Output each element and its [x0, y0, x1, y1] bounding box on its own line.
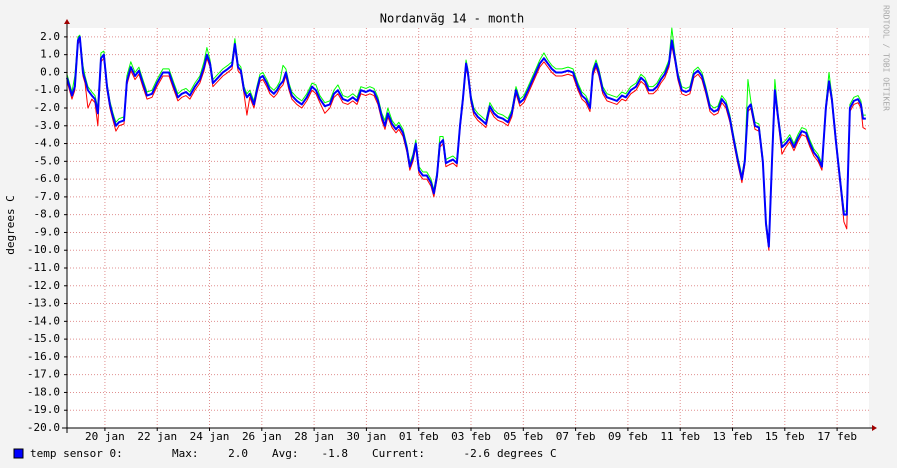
y-tick-label: -9.0 — [34, 225, 61, 238]
watermark: RRDTOOL / TOBI OETIKER — [882, 5, 891, 111]
y-tick-label: -2.0 — [34, 101, 61, 114]
y-tick-label: -12.0 — [27, 279, 60, 292]
x-tick-label: 30 jan — [347, 430, 387, 443]
y-tick-label: 0.0 — [40, 65, 60, 78]
axes — [62, 19, 877, 433]
x-tick-label: 20 jan — [85, 430, 125, 443]
x-axis-arrow — [872, 425, 877, 431]
x-tick-label: 07 feb — [556, 430, 596, 443]
y-tick-label: -1.0 — [34, 83, 61, 96]
legend-stat-name: Current: — [372, 447, 425, 460]
x-tick-label: 01 feb — [399, 430, 439, 443]
legend-label: temp sensor 0: — [30, 447, 123, 460]
x-tick-label: 05 feb — [503, 430, 543, 443]
legend-unit: degrees C — [497, 447, 557, 460]
y-tick-label: 1.0 — [40, 48, 60, 61]
chart-title: Nordanväg 14 - month — [380, 12, 525, 26]
y-axis-label: degrees C — [4, 195, 17, 255]
y-tick-label: -13.0 — [27, 297, 60, 310]
y-tick-label: -7.0 — [34, 190, 61, 203]
y-tick-label: -20.0 — [27, 421, 60, 434]
y-tick-label: -5.0 — [34, 154, 61, 167]
y-tick-label: -8.0 — [34, 208, 61, 221]
y-tick-label: -10.0 — [27, 243, 60, 256]
x-tick-label: 22 jan — [137, 430, 177, 443]
y-tick-label: -19.0 — [27, 403, 60, 416]
y-tick-label: -6.0 — [34, 172, 61, 185]
x-tick-label: 15 feb — [765, 430, 805, 443]
x-tick-label: 11 feb — [660, 430, 700, 443]
y-tick-label: -15.0 — [27, 332, 60, 345]
lines — [66, 27, 867, 251]
y-tick-label: 2.0 — [40, 30, 60, 43]
y-tick-label: -11.0 — [27, 261, 60, 274]
x-tick-label: 28 jan — [294, 430, 334, 443]
legend-stat-name: Avg: — [272, 447, 299, 460]
y-tick-label: -4.0 — [34, 137, 61, 150]
series-line — [66, 35, 866, 248]
y-axis-arrow — [64, 19, 70, 24]
legend-stat-value: -1.8 — [322, 447, 349, 460]
x-tick-label: 26 jan — [242, 430, 282, 443]
x-tick-label: 09 feb — [608, 430, 648, 443]
legend-stat-value: -2.6 — [464, 447, 491, 460]
x-tick-label: 17 feb — [817, 430, 857, 443]
y-tick-label: -18.0 — [27, 385, 60, 398]
legend: temp sensor 0: Max: 2.0 Avg: -1.8 Current: -2.… — [13, 447, 557, 460]
y-tick-label: -3.0 — [34, 119, 61, 132]
y-tick-label: -16.0 — [27, 350, 60, 363]
x-tick-label: 13 feb — [713, 430, 753, 443]
x-tick-label: 24 jan — [190, 430, 230, 443]
legend-stat-value: 2.0 — [228, 447, 248, 460]
legend-swatch — [13, 448, 24, 459]
y-tick-label: -14.0 — [27, 314, 60, 327]
y-tick-label: -17.0 — [27, 368, 60, 381]
legend-stat-name: Max: — [172, 447, 199, 460]
x-tick-label: 03 feb — [451, 430, 491, 443]
plot-area — [67, 28, 869, 428]
